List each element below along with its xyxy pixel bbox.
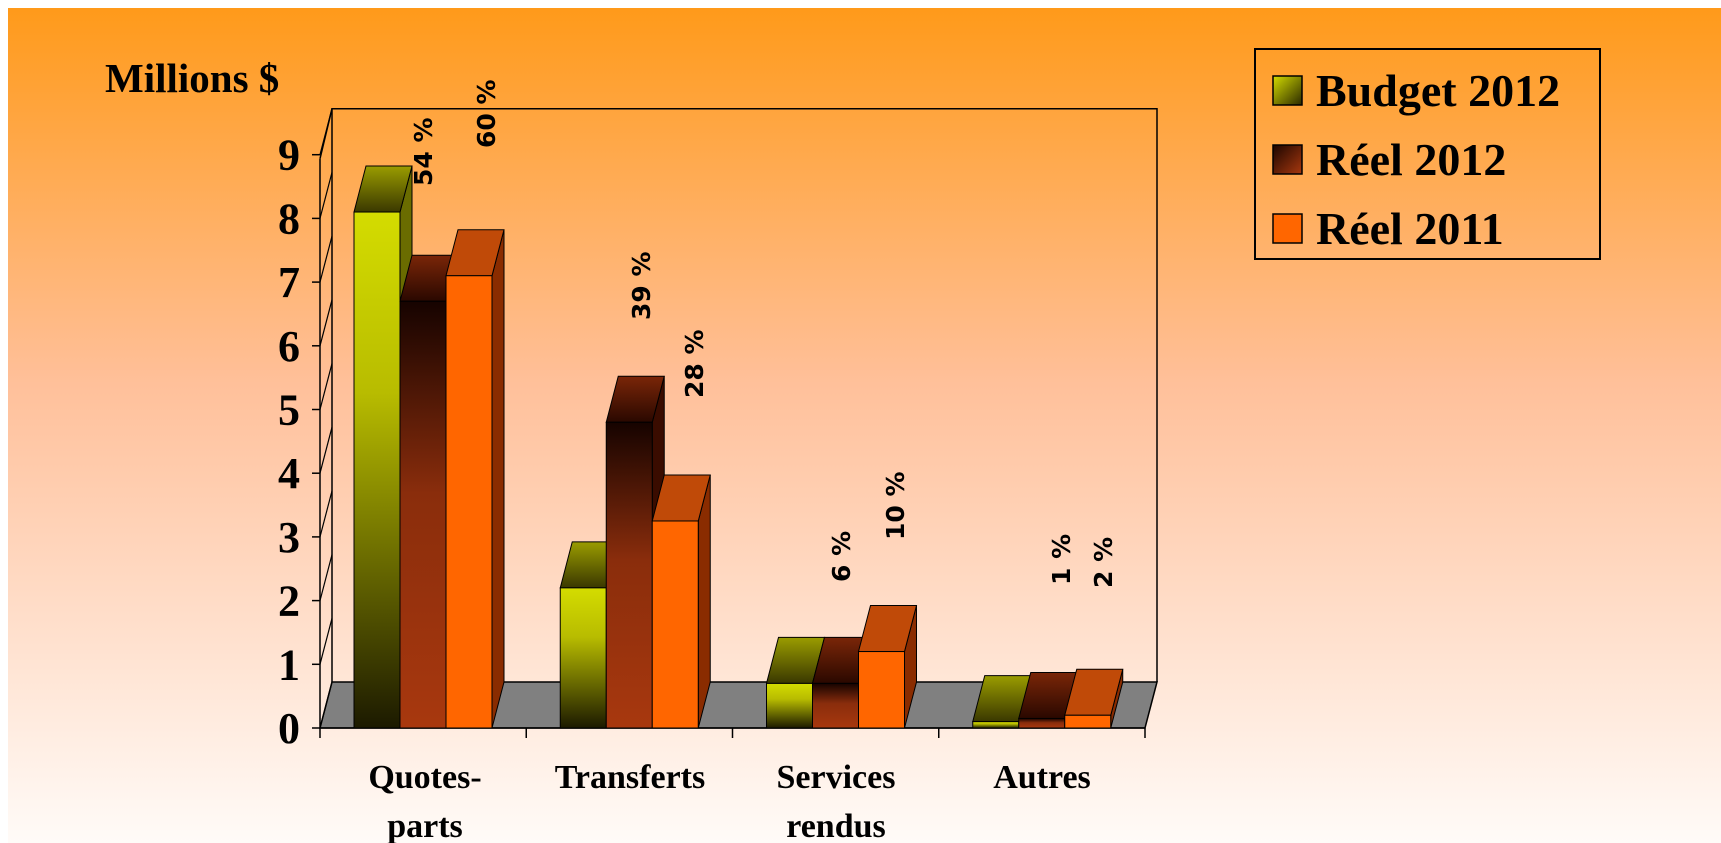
y-tick-wall-line bbox=[319, 427, 333, 474]
back-wall bbox=[331, 107, 1158, 682]
bar-budget-2012 bbox=[353, 211, 401, 729]
y-tick-label: 7 bbox=[278, 258, 300, 307]
bars-group bbox=[353, 165, 1124, 729]
bar-budget-2012 bbox=[766, 682, 813, 729]
y-tick-wall-line bbox=[319, 363, 333, 410]
data-label: 1 % bbox=[1047, 534, 1076, 585]
data-label: 10 % bbox=[881, 471, 910, 540]
y-tick-wall-line bbox=[319, 554, 333, 601]
y-tick-label: 4 bbox=[278, 449, 300, 498]
y-tick-label: 0 bbox=[278, 704, 300, 753]
y-tick-wall-line bbox=[319, 235, 333, 283]
category-label: Quotes-parts bbox=[368, 759, 481, 843]
y-tick-wall-line bbox=[319, 490, 333, 538]
y-tick-wall-line bbox=[319, 108, 333, 155]
bar-reel-2011 bbox=[651, 520, 699, 729]
legend-label: Réel 2011 bbox=[1316, 203, 1504, 254]
y-tick-label: 8 bbox=[278, 194, 300, 243]
bar-budget-2012 bbox=[972, 721, 1020, 729]
bar-side-reel-2011 bbox=[491, 229, 505, 729]
data-label: 2 % bbox=[1089, 537, 1118, 588]
bar-reel-2011 bbox=[1064, 714, 1112, 729]
y-tick-label: 3 bbox=[278, 513, 300, 562]
bar-reel-2012 bbox=[605, 421, 653, 729]
y-tick-wall-line bbox=[319, 618, 333, 665]
bar-reel-2011 bbox=[445, 275, 493, 729]
category-label: Transferts bbox=[555, 759, 705, 796]
legend-box bbox=[1254, 48, 1601, 260]
data-label: 60 % bbox=[472, 79, 501, 148]
data-label: 54 % bbox=[409, 117, 438, 186]
y-tick-label: 1 bbox=[278, 640, 300, 689]
legend-label: Réel 2012 bbox=[1316, 134, 1506, 185]
y-axis: 0 1 2 3 4 5 6 7 8 9 bbox=[278, 108, 1146, 753]
y-tick-label: 9 bbox=[278, 131, 300, 180]
x-axis-categories: Quotes-parts Transferts Services rendus Autr… bbox=[368, 759, 1090, 843]
data-label: 6 % bbox=[827, 531, 856, 582]
y-axis-label: Millions $ bbox=[105, 55, 279, 101]
data-labels-group: 54 % 39 % 6 % 1 % 60 % 28 % 10 % 2 % bbox=[409, 79, 1118, 588]
y-tick-label: 5 bbox=[278, 386, 300, 435]
bar-reel-2012 bbox=[1018, 717, 1066, 729]
category-label: Services rendus bbox=[777, 759, 896, 843]
y-tick-label: 6 bbox=[278, 322, 300, 371]
data-label: 28 % bbox=[680, 329, 709, 398]
legend-swatch-reel-2011 bbox=[1272, 213, 1303, 244]
legend-swatch-budget-2012 bbox=[1272, 75, 1303, 106]
y-tick-label: 2 bbox=[278, 577, 300, 626]
legend-swatch-reel-2012 bbox=[1272, 144, 1303, 175]
bar-reel-2011 bbox=[858, 651, 905, 729]
category-label: Autres bbox=[993, 759, 1091, 796]
y-tick-wall-line bbox=[319, 299, 333, 346]
legend-label: Budget 2012 bbox=[1316, 65, 1560, 116]
data-label: 39 % bbox=[627, 251, 656, 320]
bar-budget-2012 bbox=[559, 587, 607, 729]
legend: Budget 2012 Réel 2012 Réel 2011 bbox=[1254, 48, 1601, 260]
bar-reel-2012 bbox=[812, 682, 859, 729]
y-tick-wall-line bbox=[319, 681, 333, 729]
y-tick-wall-line bbox=[319, 172, 333, 219]
bar-reel-2012 bbox=[399, 300, 447, 729]
